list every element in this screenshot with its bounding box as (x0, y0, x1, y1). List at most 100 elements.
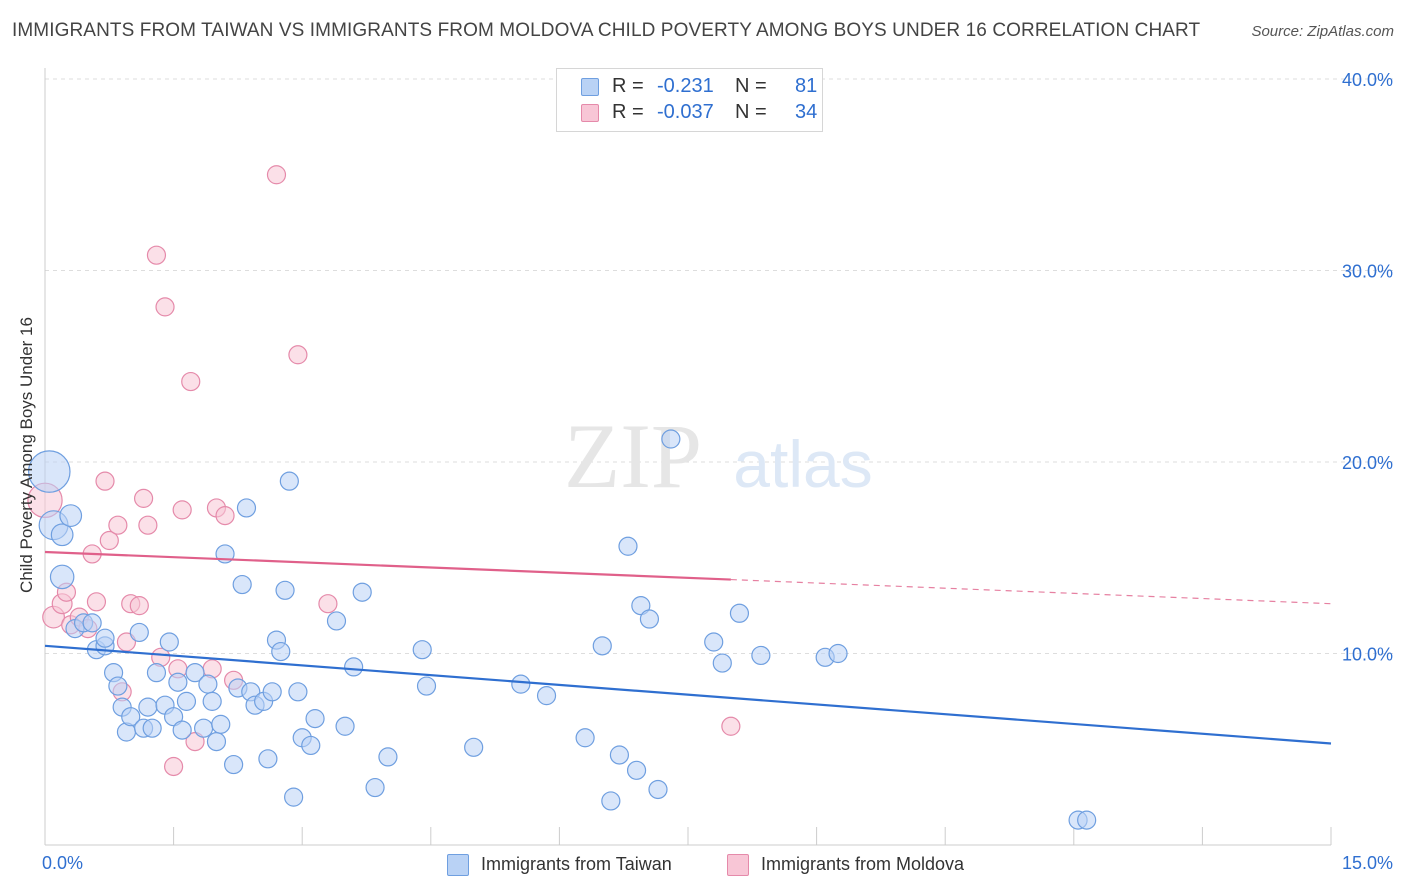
taiwan-point-52 (326, 611, 347, 631)
watermark-zip: ZIP (564, 405, 702, 507)
source-credit: Source: ZipAtlas.com (1251, 23, 1394, 40)
taiwan-point-26 (176, 691, 197, 711)
taiwan-point-28 (194, 718, 214, 738)
taiwan-r-value: -0.231 (657, 75, 714, 97)
y-tick-label-3: 40.0% (1342, 70, 1393, 90)
taiwan-point-27 (185, 663, 205, 683)
taiwan-point-34 (224, 754, 244, 775)
taiwan-point-36 (232, 574, 252, 595)
moldova-n-value: 34 (795, 101, 818, 123)
taiwan-point-71 (648, 779, 668, 800)
taiwan-point-45 (275, 580, 295, 600)
moldova-point-23 (172, 500, 192, 520)
taiwan-point-18 (138, 697, 158, 717)
moldova-trend-extension (730, 578, 1332, 605)
taiwan-point-53 (335, 716, 355, 736)
taiwan-point-19 (142, 718, 162, 738)
moldova-point-11 (108, 515, 128, 535)
watermark-atlas: atlas (733, 427, 872, 501)
taiwan-point-15 (121, 707, 141, 727)
taiwan-point-65 (601, 791, 621, 811)
taiwan-n-label: N = (735, 75, 767, 97)
moldova-point-18 (146, 245, 167, 265)
taiwan-point-51 (305, 709, 325, 729)
taiwan-point-32 (211, 714, 231, 734)
moldova-point-8 (86, 592, 107, 612)
taiwan-point-76 (751, 645, 771, 666)
taiwan-swatch (581, 78, 599, 96)
taiwan-point-41 (258, 749, 278, 769)
x-tick-label-min: 0.0% (42, 853, 83, 873)
taiwan-point-73 (704, 632, 724, 652)
taiwan-r-label: R = (612, 75, 644, 97)
taiwan-point-74 (712, 653, 732, 673)
taiwan-point-70 (626, 760, 647, 780)
taiwan-point-42 (262, 682, 282, 702)
taiwan-point-7 (82, 613, 102, 633)
taiwan-point-57 (378, 747, 398, 767)
taiwan-point-64 (592, 636, 612, 656)
taiwan-point-24 (168, 672, 188, 692)
taiwan-point-29 (198, 674, 218, 694)
taiwan-point-30 (202, 691, 222, 711)
legend-moldova-swatch (727, 854, 749, 876)
taiwan-point-80 (1077, 810, 1097, 830)
taiwan-point-67 (618, 536, 638, 556)
taiwan-point-63 (575, 728, 595, 748)
taiwan-point-20 (146, 663, 167, 683)
moldova-point-10 (99, 530, 119, 551)
taiwan-trend-line (44, 644, 1332, 745)
taiwan-point-2 (50, 523, 74, 547)
moldova-point-25 (185, 731, 205, 752)
moldova-point-16 (133, 488, 154, 508)
taiwan-point-22 (159, 632, 179, 652)
trend-lines (44, 550, 1332, 745)
taiwan-point-58 (412, 640, 432, 660)
taiwan-point-56 (365, 777, 385, 798)
moldova-r-label: R = (612, 101, 644, 123)
taiwan-point-50 (301, 735, 321, 756)
taiwan-point-3 (59, 504, 83, 528)
taiwan-point-44 (271, 641, 291, 662)
moldova-trend-line (44, 550, 731, 581)
taiwan-point-12 (108, 676, 128, 696)
taiwan-point-66 (609, 745, 630, 765)
gridlines (45, 78, 1393, 654)
moldova-point-32 (318, 594, 338, 614)
y-axis-title: Child Poverty Among Boys Under 16 (17, 317, 36, 593)
moldova-point-21 (164, 756, 184, 777)
taiwan-point-37 (236, 498, 257, 518)
taiwan-point-72 (661, 429, 681, 449)
series-taiwan (27, 429, 1097, 830)
taiwan-point-48 (288, 682, 308, 702)
taiwan-point-61 (511, 674, 531, 694)
moldova-point-17 (138, 515, 158, 535)
moldova-point-20 (155, 297, 175, 317)
y-tick-label-1: 20.0% (1342, 453, 1393, 473)
taiwan-point-31 (206, 731, 227, 752)
stats-box: R = -0.231 N = 81 R = -0.037 N = 34 (556, 68, 823, 132)
taiwan-point-25 (172, 720, 192, 740)
taiwan-point-60 (464, 737, 484, 757)
legend-taiwan-label: Immigrants from Taiwan (481, 854, 672, 874)
taiwan-point-10 (95, 628, 115, 648)
moldova-point-24 (181, 371, 201, 392)
taiwan-point-23 (164, 707, 184, 727)
y-tick-label-2: 30.0% (1342, 262, 1393, 282)
legend-moldova-label: Immigrants from Moldova (761, 854, 965, 874)
taiwan-point-47 (284, 787, 304, 807)
taiwan-point-59 (416, 676, 437, 696)
taiwan-point-46 (279, 471, 299, 491)
moldova-n-label: N = (735, 101, 767, 123)
taiwan-point-62 (536, 686, 557, 706)
taiwan-point-75 (729, 603, 750, 623)
taiwan-point-54 (344, 657, 364, 677)
watermark: ZIP atlas (564, 405, 873, 507)
moldova-point-28 (215, 506, 235, 526)
taiwan-point-68 (631, 596, 651, 616)
x-tick-label-max: 15.0% (1342, 853, 1393, 873)
taiwan-n-value: 81 (795, 75, 818, 97)
moldova-point-9 (95, 471, 115, 491)
legend-taiwan-swatch (447, 854, 469, 876)
